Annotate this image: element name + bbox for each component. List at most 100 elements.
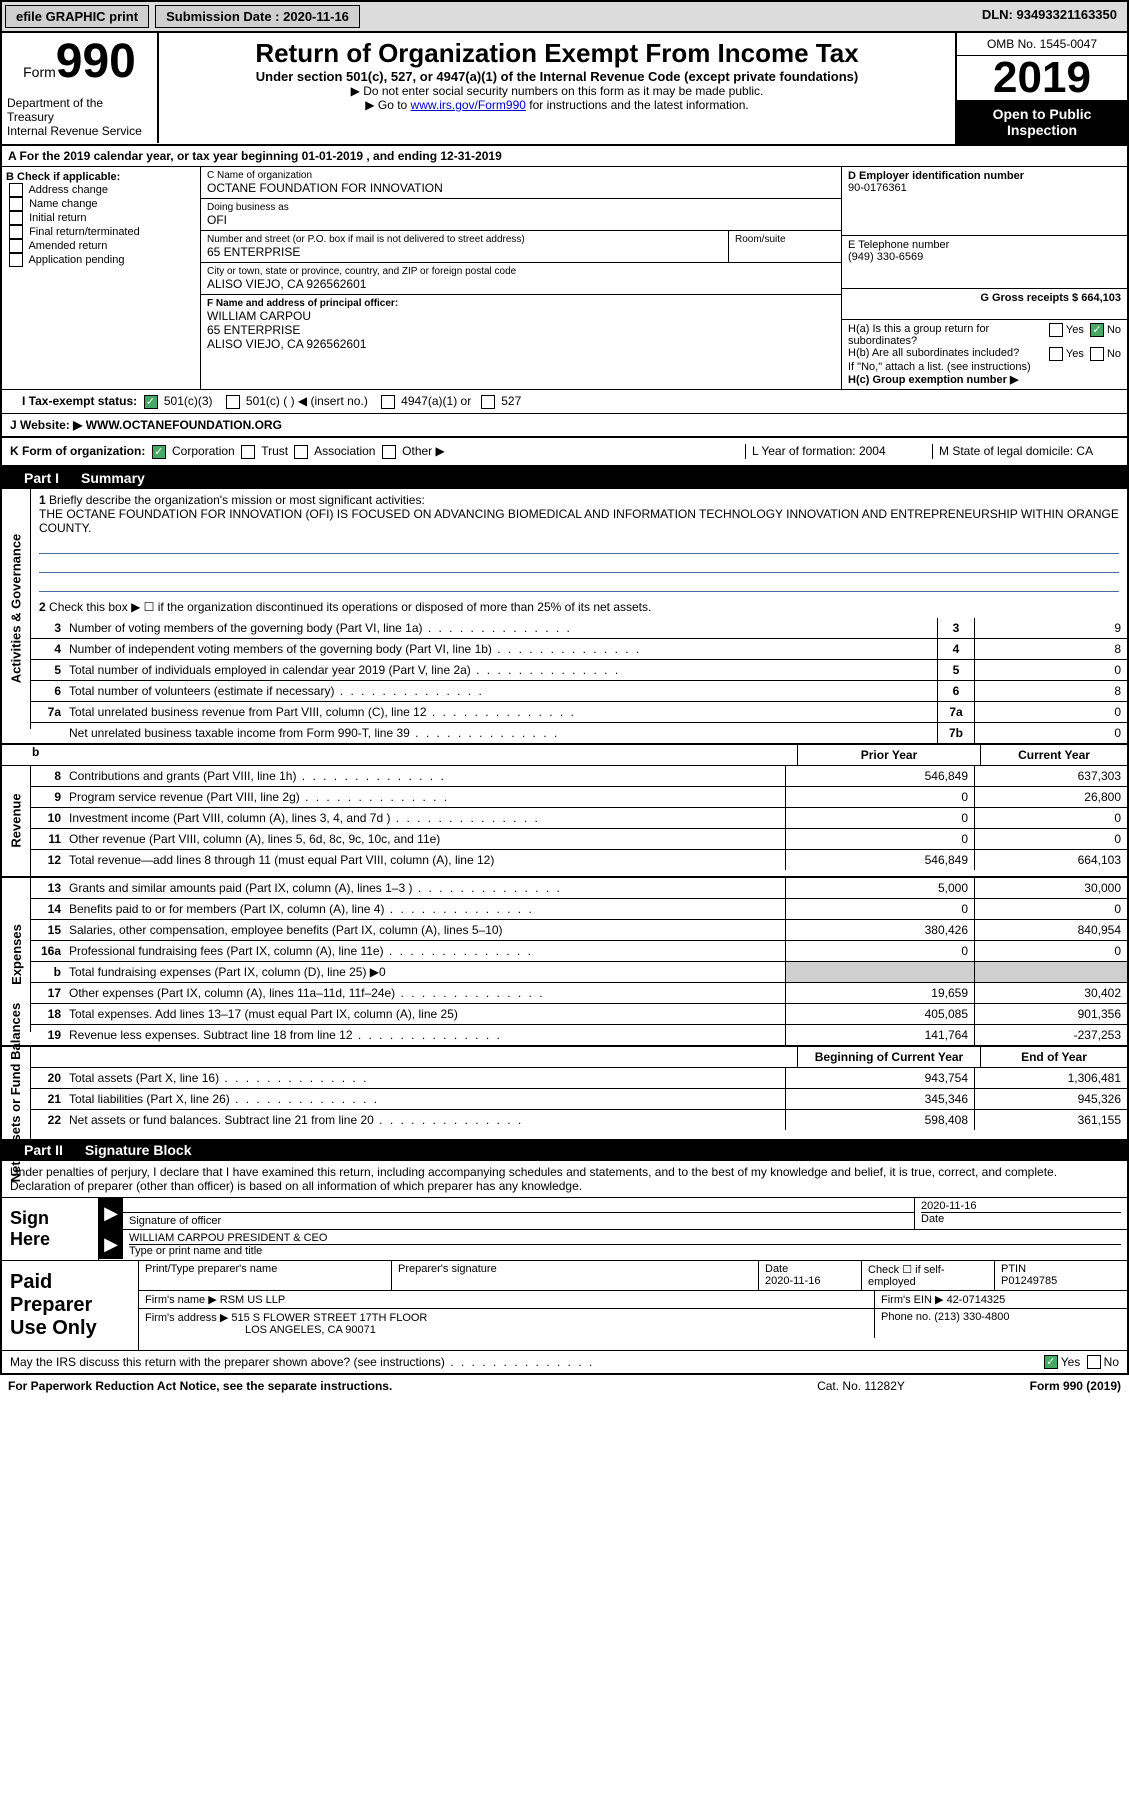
l22: Net assets or fund balances. Subtract li… — [65, 1110, 785, 1130]
cb-name[interactable]: Name change — [6, 197, 196, 211]
website-row: J Website: ▶ WWW.OCTANEFOUNDATION.ORG — [2, 414, 1127, 438]
hdr-b: b — [2, 745, 39, 759]
ha-label: H(a) Is this a group return for subordin… — [848, 323, 1028, 347]
l10: Investment income (Part VIII, column (A)… — [65, 808, 785, 828]
arrow-icon: ▶ — [99, 1230, 123, 1259]
sig-date-cell: 2020-11-16 Date — [914, 1198, 1127, 1229]
cb-527[interactable] — [481, 395, 495, 409]
l3: Number of voting members of the governin… — [65, 618, 937, 638]
c-label: C Name of organization — [207, 170, 835, 181]
dept-treasury: Department of the Treasury — [7, 96, 152, 124]
cb-corp[interactable]: ✓ — [152, 445, 166, 459]
l11: Other revenue (Part VIII, column (A), li… — [65, 829, 785, 849]
l13: Grants and similar amounts paid (Part IX… — [65, 878, 785, 898]
l4: Number of independent voting members of … — [65, 639, 937, 659]
pt-sig-label: Preparer's signature — [392, 1261, 759, 1290]
k-org-row: K Form of organization: ✓ Corporation Tr… — [2, 438, 1127, 467]
cb-501c[interactable] — [226, 395, 240, 409]
cb-address[interactable]: Address change — [6, 183, 196, 197]
l16a: Professional fundraising fees (Part IX, … — [65, 941, 785, 961]
city-value: ALISO VIEJO, CA 926562601 — [207, 277, 835, 291]
paid-preparer-row: Paid Preparer Use Only Print/Type prepar… — [2, 1261, 1127, 1351]
dept-irs: Internal Revenue Service — [7, 124, 152, 138]
irs-link[interactable]: www.irs.gov/Form990 — [411, 98, 526, 112]
side-netassets: Net Assets or Fund Balances — [2, 1047, 31, 1139]
submission-date-button[interactable]: Submission Date : 2020-11-16 — [155, 5, 360, 28]
firm-addr-cell: Firm's address ▶ 515 S FLOWER STREET 17T… — [139, 1309, 875, 1338]
year-headers: b Prior Year Current Year — [2, 743, 1127, 766]
website-url: WWW.OCTANEFOUNDATION.ORG — [86, 418, 282, 432]
subdate-value: 2020-11-16 — [283, 9, 349, 24]
header-center: Return of Organization Exempt From Incom… — [159, 33, 955, 144]
m-state: M State of legal domicile: CA — [932, 444, 1119, 459]
k-label: K Form of organization: — [10, 444, 145, 458]
note-ssn: ▶ Do not enter social security numbers o… — [164, 84, 950, 98]
cb-initial[interactable]: Initial return — [6, 211, 196, 225]
tax-status-row: I Tax-exempt status: ✓ 501(c)(3) 501(c) … — [2, 389, 1127, 414]
hdr-beg: Beginning of Current Year — [797, 1047, 980, 1067]
header-right: OMB No. 1545-0047 2019 Open to Public In… — [955, 33, 1127, 144]
discuss-label: May the IRS discuss this return with the… — [10, 1355, 1041, 1370]
l12: Total revenue—add lines 8 through 11 (mu… — [65, 850, 785, 870]
discuss-yes-cb[interactable]: ✓ — [1044, 1355, 1058, 1369]
line2-block: 2 Check this box ▶ ☐ if the organization… — [31, 596, 1127, 618]
e-label: E Telephone number — [848, 239, 1121, 251]
cb-501c3[interactable]: ✓ — [144, 395, 158, 409]
officer-cell: F Name and address of principal officer:… — [201, 295, 841, 354]
officer-name-value: WILLIAM CARPOU PRESIDENT & CEO — [129, 1232, 1121, 1244]
hb-row: H(b) Are all subordinates included? Yes … — [848, 347, 1121, 361]
f-addr2: ALISO VIEJO, CA 926562601 — [207, 337, 835, 351]
l17: Other expenses (Part IX, column (A), lin… — [65, 983, 785, 1003]
form-990-page: efile GRAPHIC print Submission Date : 20… — [0, 0, 1129, 1375]
period-row: A For the 2019 calendar year, or tax yea… — [2, 146, 1127, 167]
efile-button[interactable]: efile GRAPHIC print — [5, 5, 149, 28]
ptin-cell: PTIN P01249785 — [995, 1261, 1127, 1290]
g-label: G Gross receipts $ 664,103 — [980, 292, 1121, 304]
footer-row: For Paperwork Reduction Act Notice, see … — [0, 1375, 1129, 1397]
l8: Contributions and grants (Part VIII, lin… — [65, 766, 785, 786]
discuss-row: May the IRS discuss this return with the… — [2, 1351, 1127, 1374]
l19: Revenue less expenses. Subtract line 18 … — [65, 1025, 785, 1045]
cb-assoc[interactable] — [294, 445, 308, 459]
city-cell: City or town, state or province, country… — [201, 263, 841, 295]
note2a: ▶ Go to — [365, 98, 410, 112]
check-column-b: B Check if applicable: Address change Na… — [2, 167, 201, 389]
addr-cell: Number and street (or P.O. box if mail i… — [201, 231, 728, 262]
hb2-label: If "No," attach a list. (see instruction… — [848, 361, 1121, 373]
pra-notice: For Paperwork Reduction Act Notice, see … — [8, 1379, 761, 1393]
l-year: L Year of formation: 2004 — [745, 444, 932, 459]
cb-final[interactable]: Final return/terminated — [6, 225, 196, 239]
v6: 8 — [974, 681, 1127, 701]
dba-label: Doing business as — [207, 202, 835, 213]
cb-trust[interactable] — [241, 445, 255, 459]
l7a: Total unrelated business revenue from Pa… — [65, 702, 937, 722]
note-link: ▶ Go to www.irs.gov/Form990 for instruct… — [164, 98, 950, 112]
hdr-end: End of Year — [980, 1047, 1127, 1067]
v3: 9 — [974, 618, 1127, 638]
h-cell: H(a) Is this a group return for subordin… — [842, 320, 1127, 389]
note2b: for instructions and the latest informat… — [526, 98, 749, 112]
cb-other[interactable] — [382, 445, 396, 459]
dln-text: DLN: 93493321163350 — [972, 2, 1127, 31]
ha-row: H(a) Is this a group return for subordin… — [848, 323, 1121, 347]
right-column: D Employer identification number 90-0176… — [842, 167, 1127, 389]
c-value: OCTANE FOUNDATION FOR INNOVATION — [207, 181, 835, 195]
phone-cell: E Telephone number (949) 330-6569 — [842, 236, 1127, 289]
cb-pending[interactable]: Application pending — [6, 253, 196, 267]
paid-preparer-label: Paid Preparer Use Only — [2, 1261, 139, 1350]
ein-cell: D Employer identification number 90-0176… — [842, 167, 1127, 236]
room-cell: Room/suite — [728, 231, 841, 262]
v4: 8 — [974, 639, 1127, 659]
v5: 0 — [974, 660, 1127, 680]
subdate-label: Submission Date : — [166, 9, 279, 24]
declaration-text: Under penalties of perjury, I declare th… — [2, 1161, 1127, 1198]
line2-label: Check this box ▶ ☐ if the organization d… — [49, 600, 651, 614]
summary-netassets: Net Assets or Fund Balances Beginning of… — [2, 1045, 1127, 1139]
cb-4947[interactable] — [381, 395, 395, 409]
cb-amended[interactable]: Amended return — [6, 239, 196, 253]
l6: Total number of volunteers (estimate if … — [65, 681, 937, 701]
dba-cell: Doing business as OFI — [201, 199, 841, 231]
side-revenue: Revenue — [2, 766, 31, 876]
discuss-no-cb[interactable] — [1087, 1355, 1101, 1369]
mission-text: THE OCTANE FOUNDATION FOR INNOVATION (OF… — [39, 507, 1119, 535]
